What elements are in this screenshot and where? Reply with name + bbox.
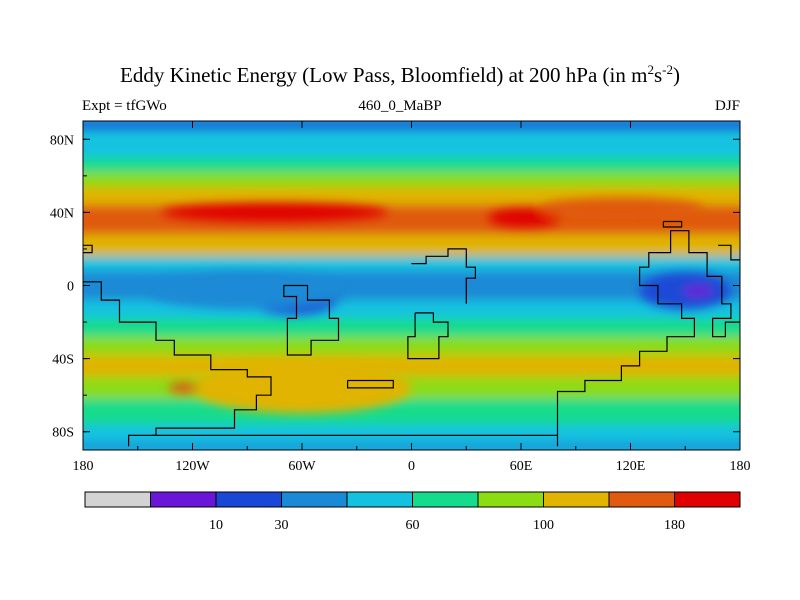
field-patch [683,285,713,297]
field-band [83,130,740,158]
colorbar-box [346,491,413,508]
colorbar-box [674,491,741,508]
colorbar-box [84,491,151,508]
lat-tick-label: 80N [50,133,74,148]
lat-tick-label: 40S [52,353,74,368]
field-patch [161,203,388,222]
experiment-label: Expt = tfGWo [82,98,167,114]
field-band [83,424,740,443]
field-band [83,234,740,257]
lon-tick-label: 120E [616,459,646,474]
coastline [662,220,683,228]
coastline [718,244,740,261]
figure-title: Eddy Kinetic Energy (Low Pass, Bloomfiel… [0,62,800,88]
title-sup2: -2 [662,62,673,77]
colorbar-box [412,491,479,508]
field-band [83,336,740,355]
field-patch [146,272,348,310]
coastline [347,379,394,389]
lon-tick-label: 180 [73,459,94,474]
field-patch [488,208,562,228]
title-mid: s [653,63,663,87]
field-patch [539,197,704,220]
colorbar-label: 60 [406,518,420,533]
lon-tick-label: 180 [730,459,751,474]
colorbar-box [281,491,348,508]
coastlines [83,220,740,447]
lon-tick-label: 60E [510,459,533,474]
coastline [556,230,740,447]
title-sup1: 2 [647,62,654,77]
lon-tick-label: 60W [288,459,316,474]
lat-tick-label: 40N [50,206,74,221]
coastline [283,284,340,356]
title-end: ) [672,63,680,87]
lat-tick-label: 80S [52,426,74,441]
colorbar-box [608,491,675,508]
colorbar-label: 30 [275,518,289,533]
season-label: DJF [714,98,740,114]
coastline [407,312,449,360]
colorbar-label: 100 [533,518,554,533]
axis-ticks: 180 120W 60W 0 60E 120E 180 80N 40N 0 40S 80S [50,121,751,474]
colorbar: 10 30 60 100 180 [84,491,741,533]
coastline [83,244,93,254]
colorbar-label: 180 [664,518,685,533]
colorbar-box [150,491,217,508]
lat-tick-label: 0 [67,280,74,295]
colorbar-box [477,491,544,508]
colorbar-label: 10 [209,518,223,533]
coastline [411,248,476,304]
title-main: Eddy Kinetic Energy (Low Pass, Bloomfiel… [120,63,648,87]
lon-tick-label: 120W [175,459,210,474]
field-patch [168,382,198,394]
field-band [83,398,740,425]
colorbar-box [543,491,610,508]
field-band [83,172,740,187]
field-band [83,318,740,337]
case-label: 460_0_MaBP [358,98,442,114]
coastline [83,281,272,447]
field-band [83,157,740,173]
lon-tick-label: 0 [408,459,415,474]
colorbar-box [215,491,282,508]
